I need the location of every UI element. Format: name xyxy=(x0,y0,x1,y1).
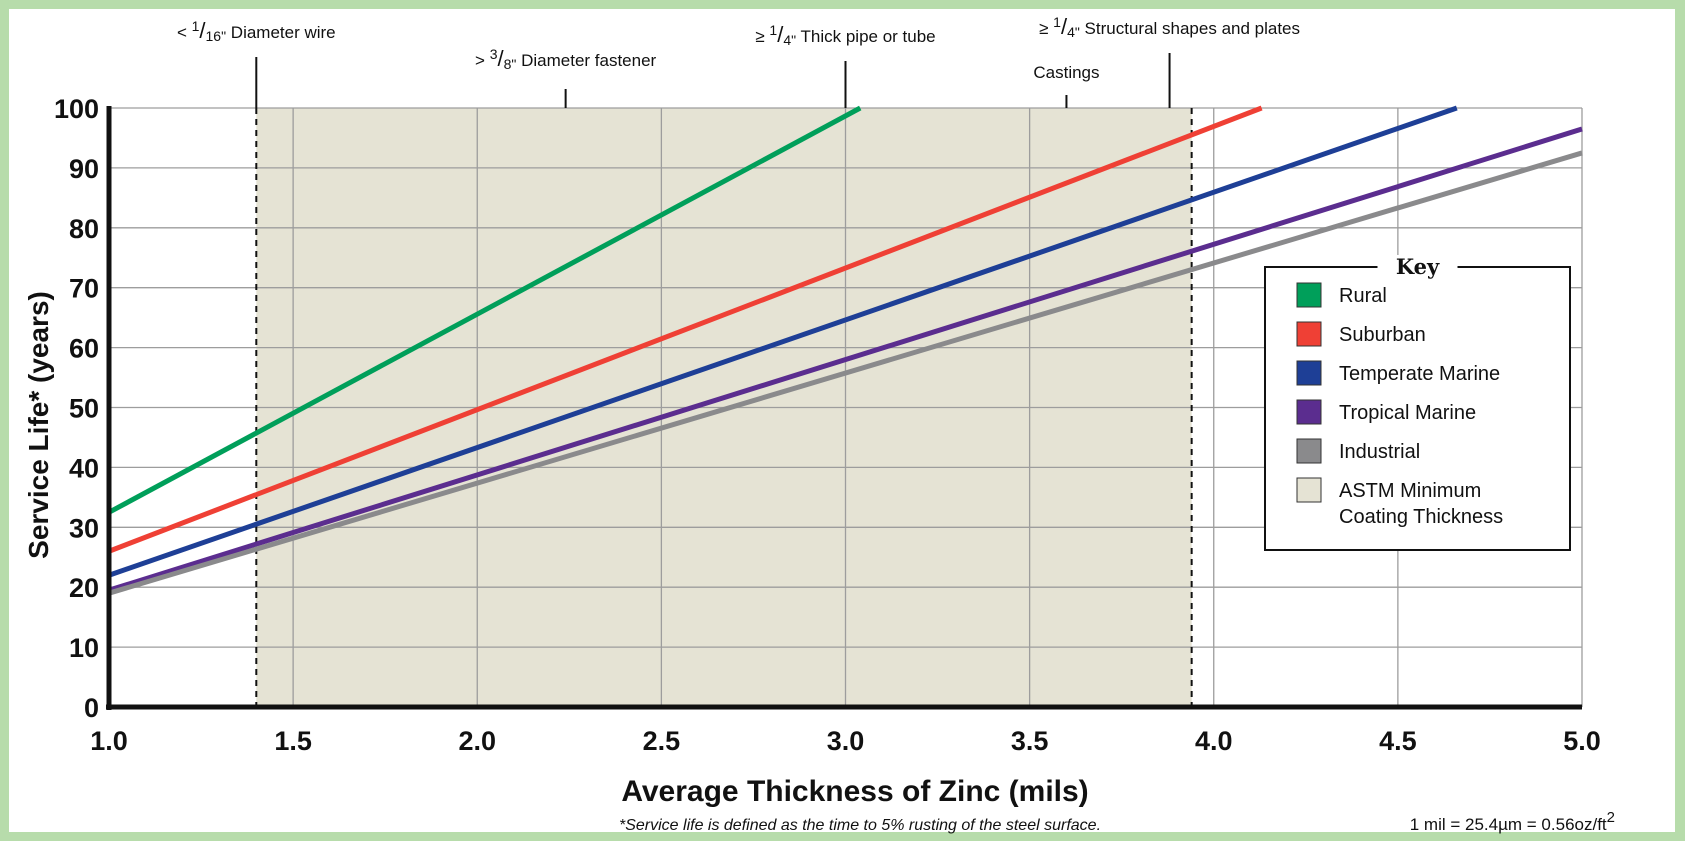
annotation-label: ≥ 1/4" Structural shapes and plates xyxy=(1039,14,1300,40)
series-line xyxy=(108,126,1583,593)
x-tick-label: 2.0 xyxy=(458,726,496,756)
annotation-denominator: 8" xyxy=(504,56,517,72)
series-line xyxy=(108,105,1458,578)
y-tick-label: 70 xyxy=(69,274,99,304)
annotation-slash: / xyxy=(199,18,206,43)
legend-title-bg xyxy=(1377,255,1458,279)
series-line xyxy=(108,150,1583,596)
legend-label: Suburban xyxy=(1339,324,1426,346)
annotation-slash: / xyxy=(777,22,784,47)
annotation-prefix: ≥ xyxy=(1039,19,1053,38)
y-tick-label: 60 xyxy=(69,334,99,364)
annotation-denominator: 16" xyxy=(206,28,227,44)
annotation-text: Structural shapes and plates xyxy=(1080,19,1300,38)
y-tick-label: 50 xyxy=(69,394,99,424)
annotation-prefix: ≥ xyxy=(755,27,769,46)
y-tick-label: 100 xyxy=(54,94,99,124)
annotation-text: Diameter fastener xyxy=(516,51,656,70)
x-tick-label: 1.5 xyxy=(274,726,312,756)
annotation-label: Castings xyxy=(1033,63,1099,82)
x-tick-label: 4.0 xyxy=(1195,726,1233,756)
annotation-layer: < 1/16" Diameter wire> 3/8" Diameter fas… xyxy=(177,14,1300,108)
annotation-slash: / xyxy=(497,46,504,71)
unit-note-text: 1 mil = 25.4µm = 0.56oz/ft xyxy=(1410,815,1607,834)
legend-swatch xyxy=(1296,399,1322,425)
legend-swatch xyxy=(1296,360,1322,386)
x-axis-label: Average Thickness of Zinc (mils) xyxy=(621,775,1088,808)
series-layer xyxy=(107,105,1583,596)
legend-label: Temperate Marine xyxy=(1339,363,1500,385)
x-tick-label: 5.0 xyxy=(1563,726,1601,756)
y-axis-label: Service Life* (years) xyxy=(23,291,54,559)
legend-swatch xyxy=(1296,477,1322,503)
x-tick-label: 3.5 xyxy=(1011,726,1049,756)
annotation-label: < 1/16" Diameter wire xyxy=(177,18,336,44)
x-tick-label: 1.0 xyxy=(90,726,128,756)
legend-label: Industrial xyxy=(1339,441,1420,463)
x-tick-label: 3.0 xyxy=(827,726,865,756)
annotation-text: Thick pipe or tube xyxy=(796,27,936,46)
series-line xyxy=(107,105,862,515)
unit-note: 1 mil = 25.4µm = 0.56oz/ft2 xyxy=(1410,809,1615,834)
annotation-slash: / xyxy=(1061,14,1068,39)
annotation-numerator: 1 xyxy=(1053,14,1061,30)
legend-label: Coating Thickness xyxy=(1339,506,1503,528)
annotation-numerator: 1 xyxy=(192,18,200,34)
annotation-numerator: 1 xyxy=(769,22,777,38)
y-tick-label: 80 xyxy=(69,214,99,244)
legend: Key Rural Suburban Temperate Marine Tropical… xyxy=(1264,254,1571,551)
y-tick-label: 30 xyxy=(69,513,99,543)
footnote: *Service life is defined as the time to … xyxy=(619,817,1101,834)
annotation-prefix: < xyxy=(177,23,192,42)
y-tick-label: 20 xyxy=(69,573,99,603)
annotation-prefix: > xyxy=(475,51,490,70)
y-tick-label: 90 xyxy=(69,154,99,184)
thickness-markers xyxy=(255,108,1193,707)
annotation-denominator: 4" xyxy=(783,32,796,48)
y-tick-label: 40 xyxy=(69,453,99,483)
annotation-text: Diameter wire xyxy=(226,23,336,42)
legend-swatch xyxy=(1296,321,1322,347)
series-line xyxy=(108,105,1263,554)
x-tick-label: 4.5 xyxy=(1379,726,1417,756)
legend-swatch xyxy=(1296,282,1322,308)
y-tick-label: 10 xyxy=(69,633,99,663)
unit-note-superscript: 2 xyxy=(1607,809,1615,826)
legend-label: Tropical Marine xyxy=(1339,402,1476,424)
legend-label: Rural xyxy=(1339,285,1387,307)
y-tick-label: 0 xyxy=(84,693,99,723)
annotation-text: Castings xyxy=(1033,63,1099,82)
legend-swatch xyxy=(1296,438,1322,464)
annotation-numerator: 3 xyxy=(490,46,498,62)
axes-layer: 1.0 1.5 2.0 2.5 3.0 3.5 4.0 4.5 5.0 0 10 20 30 40 50 60… xyxy=(54,94,1601,756)
x-tick-label: 2.5 xyxy=(643,726,681,756)
annotation-label: > 3/8" Diameter fastener xyxy=(475,46,657,72)
annotation-label: ≥ 1/4" Thick pipe or tube xyxy=(755,22,935,48)
annotation-denominator: 4" xyxy=(1067,24,1080,40)
legend-label: ASTM Minimum xyxy=(1339,480,1481,502)
legend-title: Key xyxy=(1396,254,1440,279)
